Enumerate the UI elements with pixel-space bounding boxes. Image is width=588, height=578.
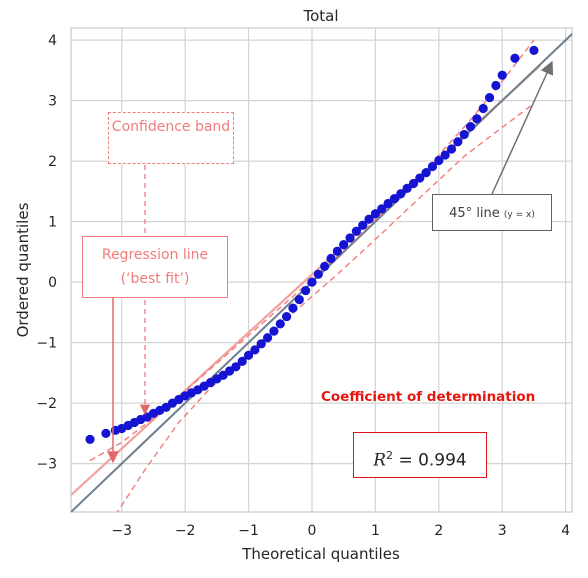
data-point <box>389 194 400 204</box>
x-tick-labels: −3 −2 −1 0 1 2 3 4 <box>111 523 570 539</box>
data-point <box>408 178 419 189</box>
data-point <box>459 129 469 140</box>
data-point <box>339 239 349 250</box>
r2-exponent: 2 <box>386 449 394 462</box>
45-line-y-x-line <box>71 32 572 512</box>
data-point <box>256 339 266 349</box>
data-point <box>101 428 111 438</box>
confidence-band-lower-line <box>116 103 535 512</box>
data-point <box>370 209 381 219</box>
regression-line-annotation: Regression line (‘best fit’) <box>82 236 228 298</box>
data-point <box>446 144 457 154</box>
y-tick-label: 4 <box>48 33 57 49</box>
data-point <box>231 362 241 372</box>
confidence-band-annotation: Confidence band <box>108 112 234 164</box>
data-point <box>351 226 361 236</box>
coefficient-label: Coefficient of determination <box>321 389 536 405</box>
x-tick-label: −2 <box>175 523 196 539</box>
x-tick-label: 4 <box>561 523 570 539</box>
x-tick-label: 0 <box>308 523 317 539</box>
data-point <box>529 45 539 55</box>
data-point <box>301 285 311 296</box>
data-point <box>332 246 342 256</box>
y-tick-labels: −3 −2 −1 0 1 2 3 4 <box>36 33 57 473</box>
y-tick-label: −3 <box>36 457 57 473</box>
data-point <box>307 277 317 287</box>
data-point <box>402 183 412 193</box>
y-tick-label: 3 <box>48 94 57 110</box>
x-tick-label: −3 <box>111 523 132 539</box>
diagonal-line-annotation: 45° line (y = x) <box>432 194 552 231</box>
data-point <box>472 114 482 124</box>
y-tick-label: 0 <box>48 275 57 291</box>
y-tick-label: 2 <box>48 154 57 170</box>
data-point <box>262 333 273 343</box>
data-point <box>427 161 438 172</box>
y-tick-label: −2 <box>36 396 57 412</box>
diagonal-line-text: 45° line <box>449 206 500 221</box>
data-point <box>377 204 387 214</box>
x-tick-label: 1 <box>371 523 380 539</box>
data-point <box>491 80 501 91</box>
data-point <box>237 356 247 366</box>
data-point <box>510 53 520 63</box>
data-point <box>421 167 431 178</box>
data-point <box>326 253 336 264</box>
y-tick-label: 1 <box>48 215 57 231</box>
data-point <box>478 103 488 114</box>
data-point <box>250 345 260 355</box>
data-point <box>434 155 444 166</box>
confidence-band-text: Confidence band <box>111 119 231 135</box>
y-tick-label: −1 <box>36 336 57 352</box>
data-point <box>294 295 304 305</box>
diagonal-line-subtext: (y = x) <box>503 210 535 220</box>
y-axis-label: Ordered quantiles <box>14 202 32 337</box>
data-point <box>243 350 254 360</box>
diagonal-line-arrow <box>491 60 554 195</box>
data-point <box>345 233 355 243</box>
x-axis-label: Theoretical quantiles <box>241 545 400 563</box>
data-point <box>85 434 95 444</box>
data-points <box>85 45 539 444</box>
x-tick-label: 3 <box>498 523 507 539</box>
data-point <box>364 214 374 224</box>
data-point <box>440 150 450 160</box>
plot-frame <box>70 27 573 513</box>
chart-title: Total <box>302 7 338 25</box>
data-point <box>396 189 406 199</box>
data-point <box>275 319 285 329</box>
data-point <box>269 326 279 336</box>
x-tick-label: 2 <box>434 523 443 539</box>
r-squared-box: R2 = 0.994 <box>353 432 487 478</box>
r2-value: = 0.994 <box>398 450 467 471</box>
data-point <box>415 173 425 183</box>
data-point <box>313 269 323 279</box>
data-point <box>320 261 330 271</box>
r2-symbol: R <box>373 450 387 471</box>
data-point <box>288 303 298 313</box>
data-point <box>282 311 292 322</box>
data-point <box>497 70 507 80</box>
data-point <box>383 198 393 209</box>
data-point <box>453 137 463 147</box>
data-point <box>358 220 368 230</box>
x-tick-label: −1 <box>238 523 259 539</box>
data-point <box>465 122 476 132</box>
data-point <box>484 92 495 103</box>
regression-line-text: Regression line (‘best fit’) <box>101 247 209 287</box>
